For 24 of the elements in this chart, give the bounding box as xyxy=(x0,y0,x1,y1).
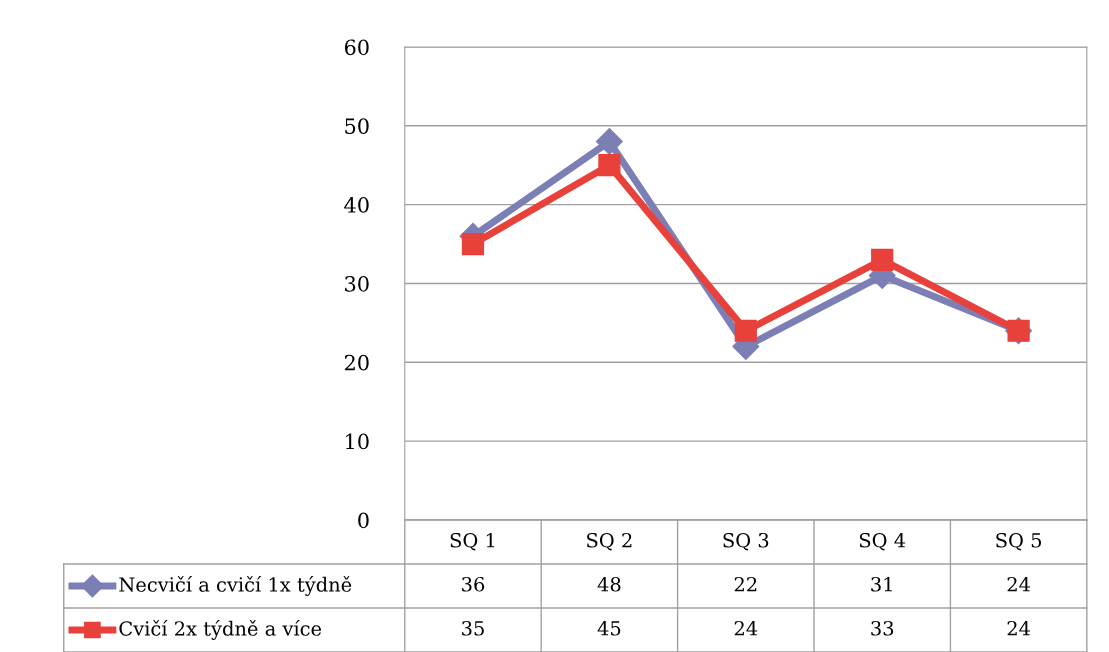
y-tick-label: 10 xyxy=(346,433,369,450)
data-label: 22 xyxy=(734,576,757,592)
data-label: 31 xyxy=(871,576,892,592)
x-tick-label: SQ 5 xyxy=(996,532,1042,551)
data-label: 24 xyxy=(1007,576,1031,592)
x-tick-label: SQ 4 xyxy=(859,532,906,551)
y-tick-label: 30 xyxy=(345,275,369,292)
data-label: 24 xyxy=(1007,620,1031,636)
y-tick-label: 60 xyxy=(344,39,369,56)
data-label: 36 xyxy=(462,576,485,592)
legend-label: Necvičí a cvičí 1x týdně xyxy=(119,576,352,596)
y-tick-label: 50 xyxy=(345,118,369,134)
data-label: 24 xyxy=(734,620,758,636)
y-tick-label: 0 xyxy=(358,512,369,529)
data-label: 45 xyxy=(597,620,621,636)
data-label: 48 xyxy=(597,576,621,592)
x-tick-label: SQ 2 xyxy=(587,532,632,551)
y-tick-label: 40 xyxy=(344,197,369,213)
y-tick-label: 20 xyxy=(344,354,369,371)
data-label: 35 xyxy=(462,620,484,636)
x-tick-label: SQ 3 xyxy=(723,532,769,551)
x-tick-label: SQ 1 xyxy=(450,532,495,551)
legend-label: Cvičí 2x týdně a více xyxy=(119,620,322,640)
data-label: 33 xyxy=(871,620,894,636)
